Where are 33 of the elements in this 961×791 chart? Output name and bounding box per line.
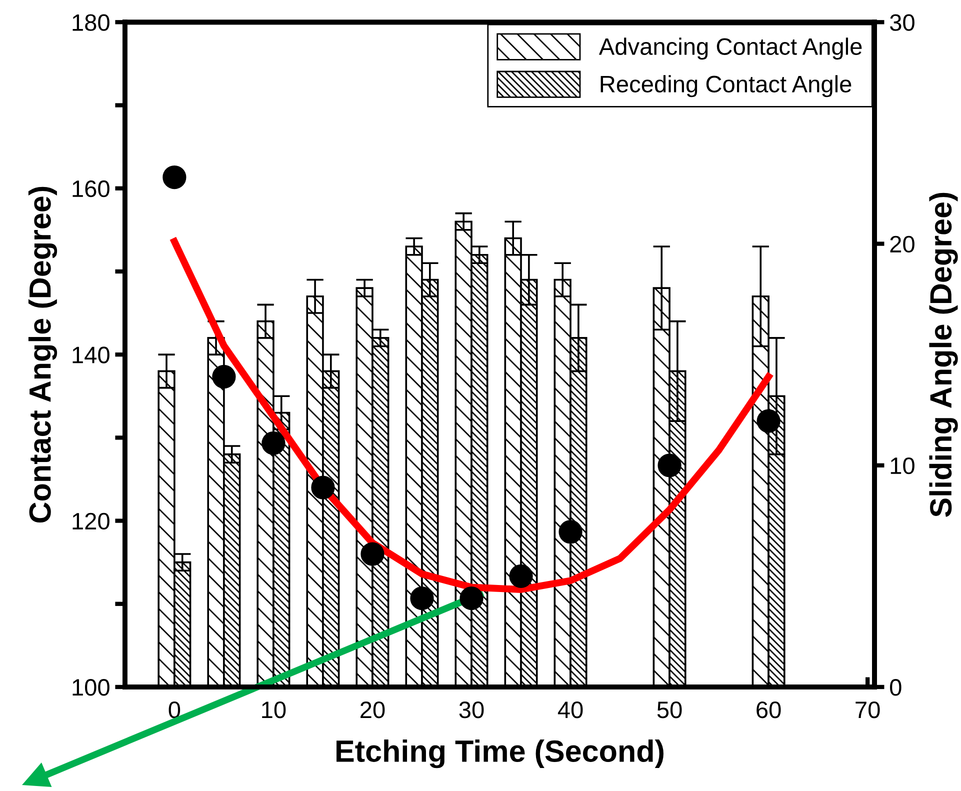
point: [460, 586, 484, 610]
point: [509, 564, 533, 588]
point: [360, 542, 384, 566]
x-tick-label: 60: [756, 701, 781, 718]
y2-tick-label: 0: [890, 679, 902, 696]
point: [162, 165, 186, 190]
point: [756, 409, 780, 433]
x-axis-title: Etching Time (Second): [336, 740, 664, 768]
point: [558, 520, 582, 544]
y-tick-label: 140: [72, 346, 110, 364]
y-tick-label: 100: [72, 679, 110, 696]
legend-label: Advancing Contact Angle: [598, 38, 862, 60]
point: [212, 364, 236, 389]
y-axis-title: Contact Angle (Degree): [28, 186, 58, 522]
point: [410, 586, 434, 610]
point: [658, 454, 682, 478]
point: [311, 476, 335, 500]
y2-tick-label: 10: [890, 457, 914, 474]
x-tick-label: 40: [558, 701, 583, 718]
legend-label: Receding Contact Angle: [600, 75, 852, 98]
y-tick-label: 160: [72, 180, 110, 198]
y-tick-label: 120: [72, 512, 110, 530]
x-tick-label: 20: [360, 701, 385, 718]
x-tick-label: 10: [262, 701, 286, 718]
y2-tick-label: 20: [890, 236, 914, 253]
y-tick-label: 180: [72, 14, 110, 31]
x-tick-label: 50: [657, 701, 682, 718]
x-tick-label: 0: [168, 701, 180, 718]
x-tick-label: 70: [856, 701, 880, 718]
y2-tick-label: 30: [890, 14, 914, 31]
x-tick-label: 30: [459, 701, 484, 718]
point: [262, 431, 286, 456]
y2-axis-title: Sliding Angle (Degree): [929, 192, 958, 517]
